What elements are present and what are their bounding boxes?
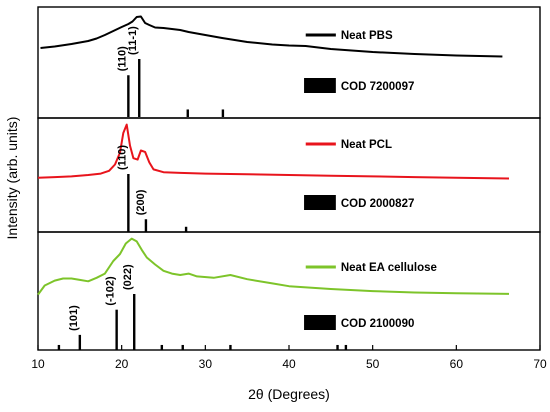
- miller-index-label: (-102): [105, 276, 117, 306]
- reference-legend-swatch: [304, 78, 336, 93]
- reference-legend-label: COD 2100090: [341, 318, 415, 330]
- x-axis-title: 2θ (Degrees): [248, 386, 330, 402]
- series-line: [40, 15, 503, 58]
- panel-2: (101) (-102) (022) Neat EA cellulose COD 210…: [37, 237, 510, 350]
- miller-index-label: (200): [135, 189, 147, 215]
- panel-frame-pbs: [37, 6, 541, 119]
- panel-1: (110) (200) Neat PCL COD 2000827: [37, 123, 510, 232]
- legend-label: Neat PBS: [341, 30, 393, 42]
- x-tick-label: 60: [450, 357, 464, 371]
- x-axis-ticks: 10 20 30 40 50 60 70: [31, 345, 547, 371]
- reference-legend-label: COD 2000827: [341, 198, 415, 210]
- miller-index-label: (022): [122, 264, 134, 290]
- miller-index-label: (110): [116, 145, 128, 170]
- series-line: [37, 123, 510, 180]
- x-tick-label: 70: [533, 357, 547, 371]
- x-tick-label: 10: [31, 357, 45, 371]
- panel-0: (110)(11-1) Neat PBS COD 7200097: [40, 15, 503, 117]
- miller-index-label: (110): [116, 46, 128, 71]
- legend-label: Neat EA cellulose: [341, 262, 437, 274]
- y-axis-title: Intensity (arb. units): [4, 117, 20, 240]
- x-tick-label: 40: [282, 357, 296, 371]
- legend-label: Neat PCL: [341, 139, 392, 151]
- x-tick-label: 30: [199, 357, 213, 371]
- reference-legend-swatch: [304, 195, 336, 210]
- reference-legend-swatch: [304, 315, 336, 330]
- miller-index-label: (11-1): [127, 26, 139, 55]
- miller-index-label: (101): [68, 305, 80, 331]
- x-tick-label: 20: [115, 357, 129, 371]
- series-line: [37, 237, 510, 296]
- x-tick-label: 50: [366, 357, 380, 371]
- reference-legend-label: COD 7200097: [341, 81, 415, 93]
